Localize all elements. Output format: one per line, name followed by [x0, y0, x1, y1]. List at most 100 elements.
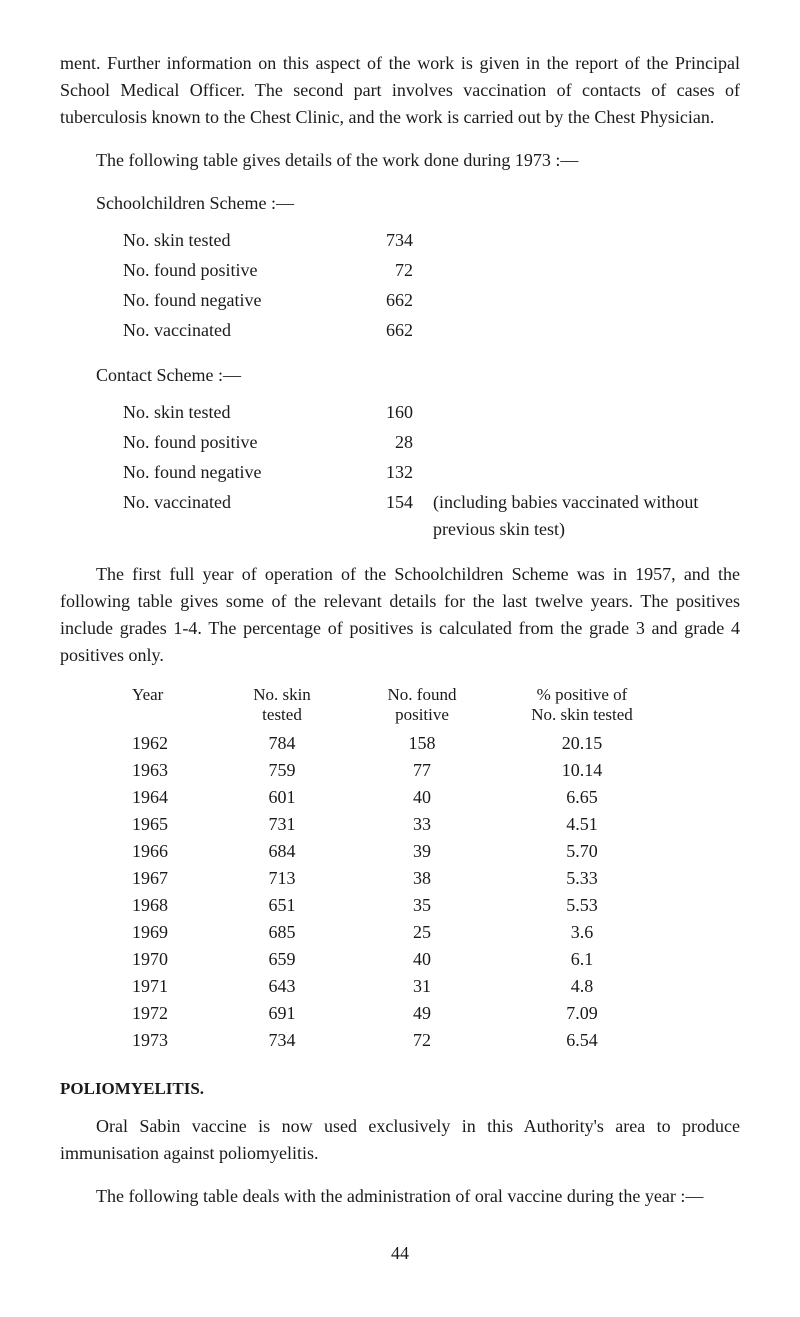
header-found-l2: positive — [352, 705, 492, 725]
cell-found-positive: 49 — [352, 1000, 492, 1027]
paragraph-polio-1: Oral Sabin vaccine is now used exclusive… — [60, 1113, 740, 1167]
schoolchildren-scheme-list: No. skin tested734No. found positive72No… — [60, 227, 740, 344]
cell-year: 1963 — [132, 757, 212, 784]
stat-value: 662 — [353, 317, 433, 344]
cell-pct-positive: 6.54 — [492, 1027, 672, 1054]
stat-value: 734 — [353, 227, 433, 254]
paragraph-scheme-history: The first full year of operation of the … — [60, 561, 740, 669]
cell-pct-positive: 3.6 — [492, 919, 672, 946]
table-row: 1973734726.54 — [132, 1027, 740, 1054]
table-row: 1965731334.51 — [132, 811, 740, 838]
cell-year: 1968 — [132, 892, 212, 919]
stat-row: No. found negative662 — [123, 287, 740, 314]
stat-value: 160 — [353, 399, 433, 426]
cell-found-positive: 31 — [352, 973, 492, 1000]
paragraph-polio-2: The following table deals with the admin… — [60, 1183, 740, 1210]
stat-label: No. vaccinated — [123, 489, 353, 543]
stat-row: No. vaccinated154(including babies vacci… — [123, 489, 740, 543]
stat-row: No. vaccinated662 — [123, 317, 740, 344]
table-row: 1964601406.65 — [132, 784, 740, 811]
stat-value: 28 — [353, 429, 433, 456]
table-row: 1969685253.6 — [132, 919, 740, 946]
cell-found-positive: 40 — [352, 946, 492, 973]
cell-found-positive: 38 — [352, 865, 492, 892]
cell-pct-positive: 6.1 — [492, 946, 672, 973]
cell-found-positive: 25 — [352, 919, 492, 946]
cell-pct-positive: 7.09 — [492, 1000, 672, 1027]
cell-skin-tested: 643 — [212, 973, 352, 1000]
table-row: 1970659406.1 — [132, 946, 740, 973]
stat-row: No. skin tested160 — [123, 399, 740, 426]
header-pct-l2: No. skin tested — [492, 705, 672, 725]
cell-skin-tested: 784 — [212, 730, 352, 757]
header-pct-l1: % positive of — [492, 685, 672, 705]
contact-scheme-list: No. skin tested160No. found positive28No… — [60, 399, 740, 543]
stat-label: No. vaccinated — [123, 317, 353, 344]
scheme2-title: Contact Scheme :— — [60, 362, 740, 389]
cell-found-positive: 40 — [352, 784, 492, 811]
cell-pct-positive: 10.14 — [492, 757, 672, 784]
header-found-l1: No. found — [352, 685, 492, 705]
stat-row: No. found negative132 — [123, 459, 740, 486]
table-row: 1968651355.53 — [132, 892, 740, 919]
cell-pct-positive: 6.65 — [492, 784, 672, 811]
table-row: 1972691497.09 — [132, 1000, 740, 1027]
cell-pct-positive: 4.8 — [492, 973, 672, 1000]
stat-label: No. found negative — [123, 287, 353, 314]
cell-skin-tested: 601 — [212, 784, 352, 811]
cell-found-positive: 72 — [352, 1027, 492, 1054]
cell-found-positive: 39 — [352, 838, 492, 865]
cell-year: 1970 — [132, 946, 212, 973]
cell-found-positive: 158 — [352, 730, 492, 757]
header-skin-l1: No. skin — [212, 685, 352, 705]
cell-skin-tested: 659 — [212, 946, 352, 973]
stat-row: No. found positive28 — [123, 429, 740, 456]
cell-year: 1966 — [132, 838, 212, 865]
cell-year: 1967 — [132, 865, 212, 892]
cell-year: 1973 — [132, 1027, 212, 1054]
stat-label: No. skin tested — [123, 227, 353, 254]
cell-pct-positive: 20.15 — [492, 730, 672, 757]
cell-skin-tested: 759 — [212, 757, 352, 784]
cell-year: 1964 — [132, 784, 212, 811]
header-year: Year — [132, 685, 212, 705]
stat-row: No. found positive72 — [123, 257, 740, 284]
cell-year: 1972 — [132, 1000, 212, 1027]
cell-skin-tested: 713 — [212, 865, 352, 892]
cell-pct-positive: 4.51 — [492, 811, 672, 838]
cell-skin-tested: 691 — [212, 1000, 352, 1027]
cell-found-positive: 33 — [352, 811, 492, 838]
year-table-header: Year No. skin tested No. found positive … — [132, 685, 740, 726]
table-row: 1967713385.33 — [132, 865, 740, 892]
cell-found-positive: 35 — [352, 892, 492, 919]
cell-skin-tested: 684 — [212, 838, 352, 865]
stat-label: No. found negative — [123, 459, 353, 486]
cell-year: 1962 — [132, 730, 212, 757]
cell-skin-tested: 731 — [212, 811, 352, 838]
stat-row: No. skin tested734 — [123, 227, 740, 254]
cell-found-positive: 77 — [352, 757, 492, 784]
stat-label: No. found positive — [123, 257, 353, 284]
cell-year: 1965 — [132, 811, 212, 838]
header-skin-l2: tested — [212, 705, 352, 725]
cell-skin-tested: 651 — [212, 892, 352, 919]
cell-pct-positive: 5.70 — [492, 838, 672, 865]
cell-year: 1969 — [132, 919, 212, 946]
table-row: 1971643314.8 — [132, 973, 740, 1000]
table-row: 196278415820.15 — [132, 730, 740, 757]
cell-pct-positive: 5.33 — [492, 865, 672, 892]
cell-year: 1971 — [132, 973, 212, 1000]
stat-note: (including babies vaccinated without pre… — [433, 489, 740, 543]
cell-pct-positive: 5.53 — [492, 892, 672, 919]
table-row: 19637597710.14 — [132, 757, 740, 784]
cell-skin-tested: 685 — [212, 919, 352, 946]
scheme1-title: Schoolchildren Scheme :— — [60, 190, 740, 217]
cell-skin-tested: 734 — [212, 1027, 352, 1054]
stat-value: 132 — [353, 459, 433, 486]
page-number: 44 — [60, 1240, 740, 1267]
paragraph-intro: ment. Further information on this aspect… — [60, 50, 740, 131]
polio-heading: POLIOMYELITIS. — [60, 1076, 740, 1102]
table-row: 1966684395.70 — [132, 838, 740, 865]
stat-label: No. found positive — [123, 429, 353, 456]
stat-value: 154 — [353, 489, 433, 543]
